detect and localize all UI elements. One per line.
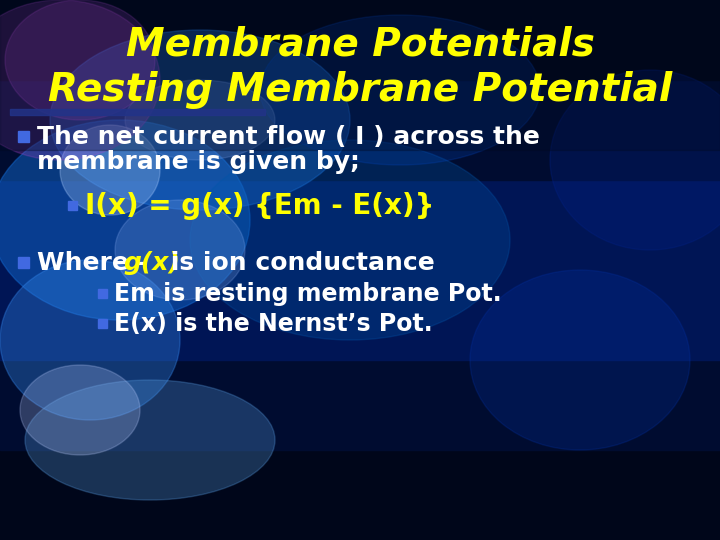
Bar [0,180,720,360]
Ellipse shape [190,140,510,340]
Text: Where -: Where - [37,251,157,275]
Text: E(x) is the Nernst’s Pot.: E(x) is the Nernst’s Pot. [114,312,433,336]
Text: The net current flow ( I ) across the: The net current flow ( I ) across the [37,125,540,149]
Bar [0,80,720,180]
Bar [18,131,29,142]
Ellipse shape [20,365,140,455]
Ellipse shape [25,380,275,500]
Bar [68,201,77,210]
Ellipse shape [60,125,160,215]
Ellipse shape [0,260,180,420]
Text: Resting Membrane Potential: Resting Membrane Potential [48,71,672,109]
Ellipse shape [0,120,250,320]
Text: g(x): g(x) [124,251,181,275]
Text: membrane is given by;: membrane is given by; [37,150,360,174]
Ellipse shape [470,270,690,450]
Ellipse shape [5,0,155,120]
Ellipse shape [260,15,540,165]
Ellipse shape [115,200,245,300]
Ellipse shape [50,30,350,210]
Text: Em is resting membrane Pot.: Em is resting membrane Pot. [114,282,502,306]
Ellipse shape [550,70,720,250]
Bar [0,270,720,450]
Bar [10,109,265,115]
Text: is ion conductance: is ion conductance [162,251,435,275]
Bar [0,0,720,150]
Text: Membrane Potentials: Membrane Potentials [125,26,595,64]
Ellipse shape [0,0,160,160]
Bar [18,257,29,268]
Ellipse shape [125,80,275,160]
Bar [98,319,107,328]
Bar [0,450,720,540]
Bar [0,0,720,80]
Text: I(x) = g(x) {Em - E(x)}: I(x) = g(x) {Em - E(x)} [85,192,434,220]
Bar [98,289,107,298]
